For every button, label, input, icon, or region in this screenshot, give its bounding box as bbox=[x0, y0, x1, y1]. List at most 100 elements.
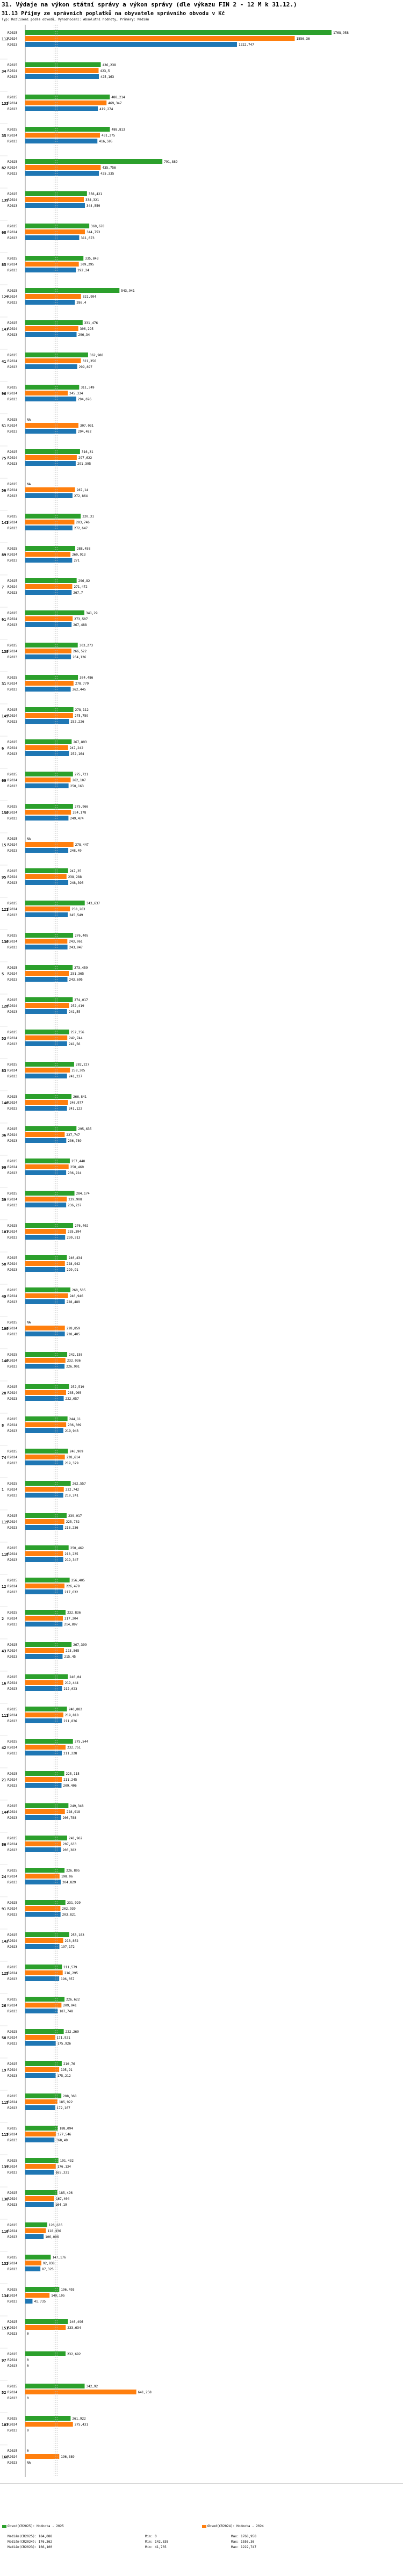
bar-value-label: 338,321 bbox=[85, 198, 99, 202]
bar-value-label: 791,889 bbox=[164, 160, 178, 164]
bar-r2023 bbox=[25, 364, 77, 369]
group-label: 151 bbox=[2, 2326, 9, 2330]
bar-r2023 bbox=[25, 139, 98, 143]
bar-r2025 bbox=[25, 1255, 67, 1260]
bar-r2023 bbox=[25, 1299, 65, 1304]
series-label: R2023 bbox=[8, 140, 17, 143]
bar-r2023 bbox=[25, 1589, 63, 1594]
series-label: R2025 bbox=[8, 1966, 17, 1969]
series-label: R2023 bbox=[8, 913, 17, 917]
bar-r2025 bbox=[25, 288, 120, 293]
group-label: 107 bbox=[2, 1230, 9, 1234]
group-label: 68 bbox=[2, 231, 6, 235]
group-label: 12 bbox=[2, 1585, 6, 1589]
series-label: R2025 bbox=[8, 676, 17, 680]
group-label: 142 bbox=[2, 1939, 9, 1944]
series-label: R2023 bbox=[8, 1365, 17, 1369]
series-label: R2023 bbox=[8, 1526, 17, 1530]
series-label: R2023 bbox=[8, 785, 17, 788]
bar-value-label: 222,269 bbox=[66, 2030, 80, 2034]
na-label: NA bbox=[27, 1321, 31, 1325]
series-label: R2023 bbox=[8, 1171, 17, 1175]
series-label: R2025 bbox=[8, 1417, 17, 1421]
bar-r2023 bbox=[25, 2009, 58, 2013]
bar-value-label: 309,295 bbox=[81, 263, 95, 267]
bar-r2023 bbox=[25, 945, 68, 949]
series-label: R2025 bbox=[8, 225, 17, 228]
bar-value-label: 1768,958 bbox=[333, 31, 349, 35]
bar-value-label: 242,158 bbox=[69, 1353, 83, 1357]
bar-r2024 bbox=[25, 1229, 66, 1234]
bar-value-label: 431,375 bbox=[102, 134, 116, 138]
bar-value-label: 246,909 bbox=[70, 1450, 84, 1454]
bar-value-label: 209,406 bbox=[63, 1784, 77, 1788]
bar-value-label: 243,947 bbox=[69, 946, 83, 949]
bar-r2025 bbox=[25, 643, 78, 647]
series-label: R2024 bbox=[8, 682, 17, 686]
series-label: R2023 bbox=[8, 301, 17, 305]
bar-r2024 bbox=[25, 487, 75, 492]
bar-r2025 bbox=[25, 2061, 62, 2066]
series-label: R2025 bbox=[8, 1450, 17, 1454]
bar-value-label: 241,55 bbox=[69, 1010, 81, 1014]
bar-r2025 bbox=[25, 95, 110, 99]
bar-r2024 bbox=[25, 1938, 63, 1943]
bar-r2025 bbox=[25, 514, 81, 519]
series-label: R2023 bbox=[8, 2235, 17, 2239]
max-2024: Max: 1556,36 bbox=[231, 2540, 255, 2544]
bar-r2023 bbox=[25, 300, 75, 305]
series-label: R2023 bbox=[8, 1881, 17, 1884]
bar-r2025 bbox=[25, 1449, 68, 1454]
bar-value-label: 208,368 bbox=[63, 2095, 77, 2098]
bar-r2025 bbox=[25, 2287, 60, 2292]
bar-value-label: 261,922 bbox=[72, 2417, 86, 2421]
series-label: R2025 bbox=[8, 740, 17, 744]
series-label: R2025 bbox=[8, 2352, 17, 2356]
bar-r2024 bbox=[25, 520, 75, 524]
bar-value-label: 296,82 bbox=[78, 579, 90, 583]
group-label: 97 bbox=[2, 2358, 6, 2363]
bar-value-label: 306,295 bbox=[80, 327, 94, 331]
bar-value-label: 283,746 bbox=[76, 521, 90, 524]
group-label: 95 bbox=[2, 875, 6, 880]
bar-value-label: 176,134 bbox=[57, 2165, 71, 2169]
series-label: R2024 bbox=[8, 2262, 17, 2265]
max-2025: Max: 1768,958 bbox=[231, 2535, 256, 2538]
series-label: R2023 bbox=[8, 752, 17, 756]
bar-r2025 bbox=[25, 30, 332, 35]
series-label: R2024 bbox=[8, 1617, 17, 1621]
bar-r2023 bbox=[25, 461, 76, 466]
series-label: R2023 bbox=[8, 1268, 17, 1272]
bar-value-label: 236,309 bbox=[68, 1423, 82, 1427]
bar-value-label: 232,692 bbox=[67, 2352, 81, 2356]
bar-value-label: 238,288 bbox=[68, 875, 82, 879]
series-label: R2025 bbox=[8, 966, 17, 970]
bar-value-label: 211,579 bbox=[63, 1966, 77, 1969]
bar-value-label: 226,622 bbox=[66, 1998, 80, 2002]
bar-value-label: 321,994 bbox=[83, 295, 97, 299]
series-label: R2023 bbox=[8, 365, 17, 369]
series-label: R2023 bbox=[8, 1848, 17, 1852]
bar-value-label: 272,647 bbox=[74, 527, 88, 530]
series-label: R2023 bbox=[8, 591, 17, 595]
series-label: R2024 bbox=[8, 1585, 17, 1588]
bar-r2023 bbox=[25, 2073, 56, 2078]
series-label: R2023 bbox=[8, 1494, 17, 1498]
bar-value-label: 235,905 bbox=[68, 1391, 82, 1395]
legend-2024: Obvod(CR2024): Hodnota - 2024 bbox=[207, 2524, 264, 2528]
group-label: 118 bbox=[2, 1552, 9, 1557]
bar-r2025 bbox=[25, 62, 101, 67]
group-label: 74 bbox=[2, 1456, 6, 1460]
group-label: 7 bbox=[2, 585, 4, 589]
bar-r2023 bbox=[25, 1718, 62, 1723]
bar-r2023 bbox=[25, 397, 76, 401]
series-label: R2023 bbox=[8, 1236, 17, 1240]
series-label: R2023 bbox=[8, 623, 17, 627]
group-label: 100 bbox=[2, 1327, 9, 1331]
bar-r2025 bbox=[25, 2190, 57, 2195]
bar-value-label: 251,365 bbox=[70, 972, 84, 976]
bar-value-label: 230,313 bbox=[67, 1236, 81, 1240]
page-title: 31. Výdaje na výkon státní správy a výko… bbox=[2, 1, 297, 8]
series-label: R2025 bbox=[8, 2417, 17, 2421]
bar-value-label: 244,11 bbox=[69, 1417, 81, 1421]
